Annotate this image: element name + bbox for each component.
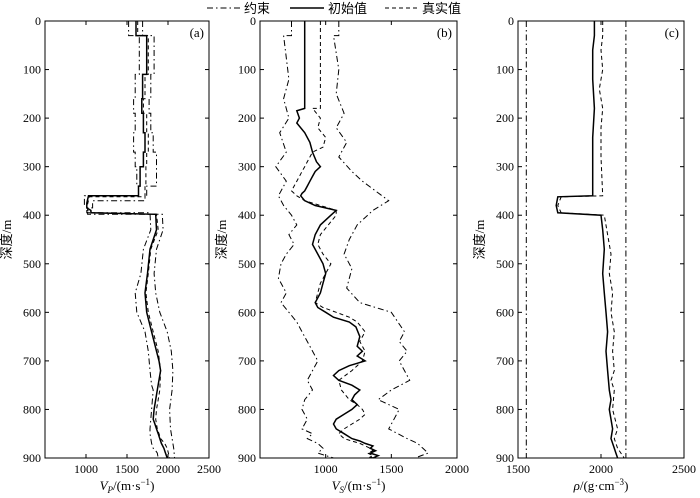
x-tick-label: 2500 (197, 462, 221, 476)
x-axis-label: VS/(m·s−1) (332, 477, 386, 495)
y-tick-label: 900 (238, 451, 256, 465)
y-tick-label: 100 (23, 63, 41, 77)
y-tick-label: 700 (496, 354, 514, 368)
plot-frame (517, 20, 685, 459)
y-tick-label: 200 (238, 111, 256, 125)
y-tick-label: 600 (23, 305, 41, 319)
y-axis-label: 深度/m (214, 220, 229, 260)
y-tick-label: 100 (496, 63, 514, 77)
y-tick-label: 0 (508, 14, 514, 28)
y-tick-label: 400 (496, 208, 514, 222)
y-tick-label: 500 (23, 257, 41, 271)
y-tick-label: 200 (496, 111, 514, 125)
series-line-dashdot (87, 21, 176, 459)
x-tick-label: 1500 (506, 462, 530, 476)
series-line-dashdot (332, 21, 430, 459)
series-line-dashed (557, 21, 625, 459)
legend: 约束 初始值 真实值 (207, 1, 461, 16)
y-tick-label: 800 (496, 402, 514, 416)
series-line-solid (555, 21, 619, 459)
y-tick-label: 300 (238, 160, 256, 174)
x-tick-label: 2000 (445, 462, 469, 476)
series-line-dashdot (83, 21, 159, 459)
y-tick-label: 800 (23, 402, 41, 416)
x-tick-label: 1500 (379, 462, 403, 476)
y-tick-label: 0 (35, 14, 41, 28)
panel-label: (c) (665, 25, 679, 40)
y-tick-label: 100 (238, 63, 256, 77)
panel-a-vp: 0 100 200 300 400 500 600 700 800 900 1000 1500 2000… (0, 14, 221, 495)
y-axis-label: 深度/m (0, 220, 14, 260)
y-tick-label: 0 (250, 14, 256, 28)
series-line-dashed (87, 21, 171, 459)
x-tick-label: 2000 (589, 462, 613, 476)
y-tick-label: 800 (238, 402, 256, 416)
y-tick-label: 500 (238, 257, 256, 271)
y-tick-label: 700 (238, 354, 256, 368)
x-axis-label: VP/(m·s−1) (100, 477, 155, 495)
y-axis-label: 深度/m (472, 220, 487, 260)
y-tick-label: 500 (496, 257, 514, 271)
y-tick-label: 200 (23, 111, 41, 125)
panel-label: (a) (190, 25, 204, 40)
y-tick-label: 300 (23, 160, 41, 174)
plot-frame (259, 20, 458, 459)
x-tick-label: 1000 (314, 462, 338, 476)
series-line-solid (86, 21, 168, 459)
panel-b-vs: 0 100 200 300 400 500 600 700 800 900 1000 1500 2000… (214, 14, 469, 495)
legend-label-true: 真实值 (422, 1, 461, 16)
x-tick-label: 2000 (156, 462, 180, 476)
series-line-dashdot (275, 21, 345, 459)
y-tick-label: 600 (238, 305, 256, 319)
y-tick-label: 400 (238, 208, 256, 222)
legend-label-initial: 初始值 (328, 1, 367, 16)
y-tick-label: 600 (496, 305, 514, 319)
series-line-solid (295, 21, 381, 459)
x-tick-label: 1500 (115, 462, 139, 476)
y-tick-label: 900 (496, 451, 514, 465)
panel-label: (b) (437, 25, 452, 40)
x-tick-label: 1000 (74, 462, 98, 476)
y-tick-label: 400 (23, 208, 41, 222)
x-tick-label: 2500 (672, 462, 696, 476)
y-tick-label: 300 (496, 160, 514, 174)
y-tick-label: 900 (23, 451, 41, 465)
plot-frame (44, 20, 210, 459)
x-axis-label: ρ/(g·cm−3) (573, 477, 629, 493)
legend-label-constraint: 约束 (244, 1, 270, 16)
y-tick-label: 700 (23, 354, 41, 368)
